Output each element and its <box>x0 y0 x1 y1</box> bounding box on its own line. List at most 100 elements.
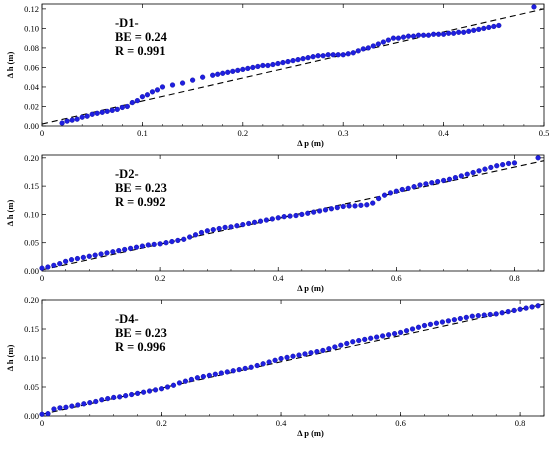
data-point <box>109 107 115 113</box>
data-point <box>278 355 284 362</box>
data-point <box>381 192 388 198</box>
data-point <box>471 27 477 33</box>
data-point <box>344 340 350 347</box>
data-point <box>420 32 427 38</box>
data-point <box>314 349 320 355</box>
data-point <box>405 185 411 191</box>
data-point <box>204 228 210 234</box>
data-point <box>252 219 258 225</box>
data-point <box>399 186 405 193</box>
data-point <box>310 54 316 60</box>
x-axis-label: Δ p (m) <box>297 428 324 438</box>
x-axis-label: Δ p (m) <box>297 138 324 148</box>
data-point <box>129 99 135 106</box>
data-point <box>272 357 278 363</box>
data-point <box>332 344 338 350</box>
data-point <box>308 350 314 356</box>
data-point <box>246 220 252 227</box>
data-point <box>250 64 256 71</box>
data-point <box>338 342 344 348</box>
data-point <box>458 173 464 179</box>
data-point <box>409 326 416 332</box>
data-point <box>350 339 356 345</box>
data-point <box>328 206 334 212</box>
data-point <box>245 65 251 72</box>
data-point <box>395 35 402 41</box>
data-point <box>228 224 234 230</box>
data-point <box>248 364 254 370</box>
data-point <box>494 163 500 169</box>
data-point <box>390 35 397 41</box>
data-point <box>145 242 151 248</box>
y-tick-label: 0.15 <box>24 181 39 191</box>
data-point <box>169 238 175 245</box>
data-point <box>158 386 165 392</box>
data-point <box>302 351 308 357</box>
data-point <box>45 411 51 417</box>
data-point <box>240 66 246 72</box>
data-point <box>470 169 476 176</box>
x-tick-label: 0 <box>40 273 44 283</box>
data-point <box>535 155 541 161</box>
data-point <box>116 248 122 254</box>
data-point <box>316 208 323 214</box>
data-point <box>80 254 86 261</box>
annotation-line: -D1- <box>115 16 139 30</box>
data-point <box>469 313 475 319</box>
data-point <box>345 51 351 57</box>
data-point <box>284 354 290 361</box>
data-point <box>235 67 241 73</box>
data-point <box>493 311 499 317</box>
data-point <box>476 168 482 174</box>
data-point <box>356 338 362 344</box>
annotation-line: BE = 0.23 <box>115 326 167 340</box>
data-point <box>169 82 176 88</box>
data-point <box>452 175 459 181</box>
y-tick-label: 0.05 <box>24 238 39 248</box>
data-point <box>355 48 361 54</box>
data-point <box>51 406 57 412</box>
data-point <box>352 203 358 209</box>
data-point <box>260 361 266 367</box>
data-point <box>99 397 105 403</box>
y-tick-label: 0.00 <box>24 411 39 421</box>
data-point <box>421 322 428 329</box>
data-point <box>430 31 437 37</box>
data-point <box>225 69 231 75</box>
x-tick-label: 0.1 <box>137 128 148 138</box>
data-point <box>146 388 153 394</box>
data-point <box>481 312 487 318</box>
annotation-line: R = 0.996 <box>115 340 166 354</box>
data-point <box>531 4 537 10</box>
data-point <box>529 304 535 310</box>
data-point <box>415 324 422 330</box>
y-tick-label: 0.04 <box>24 82 40 92</box>
data-point <box>275 60 281 67</box>
annotation-line: -D4- <box>115 312 139 326</box>
data-point <box>59 120 65 126</box>
data-point <box>380 39 386 45</box>
data-point <box>86 253 92 259</box>
data-point <box>466 28 472 34</box>
data-point <box>265 62 271 69</box>
data-point <box>511 160 518 166</box>
data-point <box>311 209 317 215</box>
data-point <box>403 328 410 334</box>
data-point <box>475 313 481 319</box>
data-point <box>140 389 147 395</box>
data-point <box>446 176 453 182</box>
data-point <box>445 318 451 324</box>
panel-d4: 0 0.2 0.4 0.6 0.8 0.00 0.05 0.10 0.15 0.20 Δ p (m)… <box>5 295 545 438</box>
y-tick-label: 0.20 <box>24 153 39 163</box>
data-point <box>220 70 226 76</box>
data-point <box>68 257 75 263</box>
x-tick-label: 0.4 <box>273 273 284 283</box>
data-point <box>368 335 374 341</box>
data-point <box>387 190 394 196</box>
y-tick-label: 0.08 <box>24 43 39 53</box>
data-point <box>84 113 90 119</box>
data-point <box>281 214 287 220</box>
data-point <box>280 59 286 66</box>
data-point <box>290 58 296 64</box>
data-point <box>187 234 193 240</box>
